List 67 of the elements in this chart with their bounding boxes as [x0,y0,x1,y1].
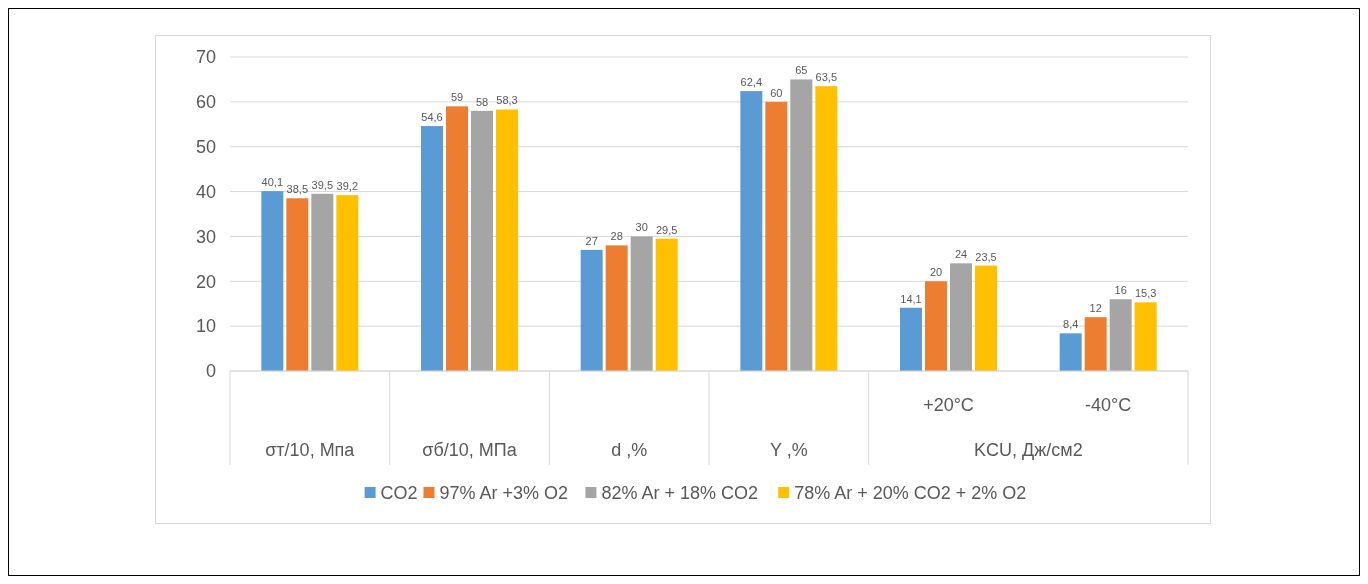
bar [815,86,838,371]
y-tick-label: 20 [195,271,216,292]
legend-label: 97% Ar +3% O2 [439,483,569,504]
bar [1134,302,1157,371]
data-label: 58 [475,95,489,108]
y-tick-label: 60 [195,92,216,113]
data-label: 65 [795,64,808,77]
legend-label: 78% Ar + 20% CO2 + 2% O2 [794,483,1027,504]
data-label: 60 [770,86,783,99]
bar [630,236,653,371]
x-tick-label: +20°C [923,395,974,416]
data-label: 30 [635,221,648,234]
bar [1109,299,1132,371]
bar [446,106,468,371]
x-tick-label: -40°C [1085,395,1132,416]
data-label: 16 [1114,284,1127,297]
data-label: 28 [610,230,623,243]
bar [790,79,813,371]
data-label: 12 [1089,302,1102,315]
x-tick-label: σб/10, МПа [422,440,518,461]
bar [496,109,518,371]
y-tick-label: 0 [205,361,216,382]
bar [580,249,603,371]
bar [740,91,763,371]
y-tick-label: 10 [195,316,216,337]
data-label: 38,5 [286,183,309,196]
bar [765,101,788,371]
data-label: 8,4 [1063,318,1079,331]
y-tick-label: 50 [195,137,216,158]
bar [1084,317,1107,371]
bar [900,307,922,371]
legend-label: 82% Ar + 18% CO2 [601,483,758,504]
y-tick-label: 30 [195,226,216,247]
x-tick-label: Y ,% [769,440,808,461]
bar [286,198,309,371]
y-tick-label: 70 [195,47,216,68]
data-label: 23,5 [975,250,997,263]
data-label: 39,5 [311,178,334,191]
bar [421,126,443,371]
data-label: 29,5 [655,223,678,236]
bar [1059,333,1082,371]
text: KCU, Дж/см2 [974,440,1083,461]
bar [975,265,997,371]
bar [925,281,947,371]
bar [950,263,972,371]
x-tick-label: σт/10, Мпа [265,440,356,461]
bar [311,193,334,371]
data-label: 15,3 [1134,287,1157,300]
bar [336,195,359,371]
y-tick-label: 40 [195,181,216,202]
data-label: 58,3 [496,94,518,107]
data-label: 20 [929,266,943,279]
data-label: 62,4 [740,76,763,89]
data-label: 24 [954,248,968,261]
data-label: 39,2 [336,180,359,193]
x-tick-label: d ,% [611,440,648,461]
data-label: 54,6 [421,111,443,124]
bar [471,110,493,371]
data-label: 27 [585,234,598,247]
data-label: 14,1 [900,292,922,305]
bar [655,238,678,371]
data-label: 59 [450,91,464,104]
bar [605,245,628,371]
bar [261,191,284,371]
data-label: 63,5 [815,71,838,84]
data-label: 40,1 [261,176,284,189]
legend-label: CO2 [380,483,418,504]
